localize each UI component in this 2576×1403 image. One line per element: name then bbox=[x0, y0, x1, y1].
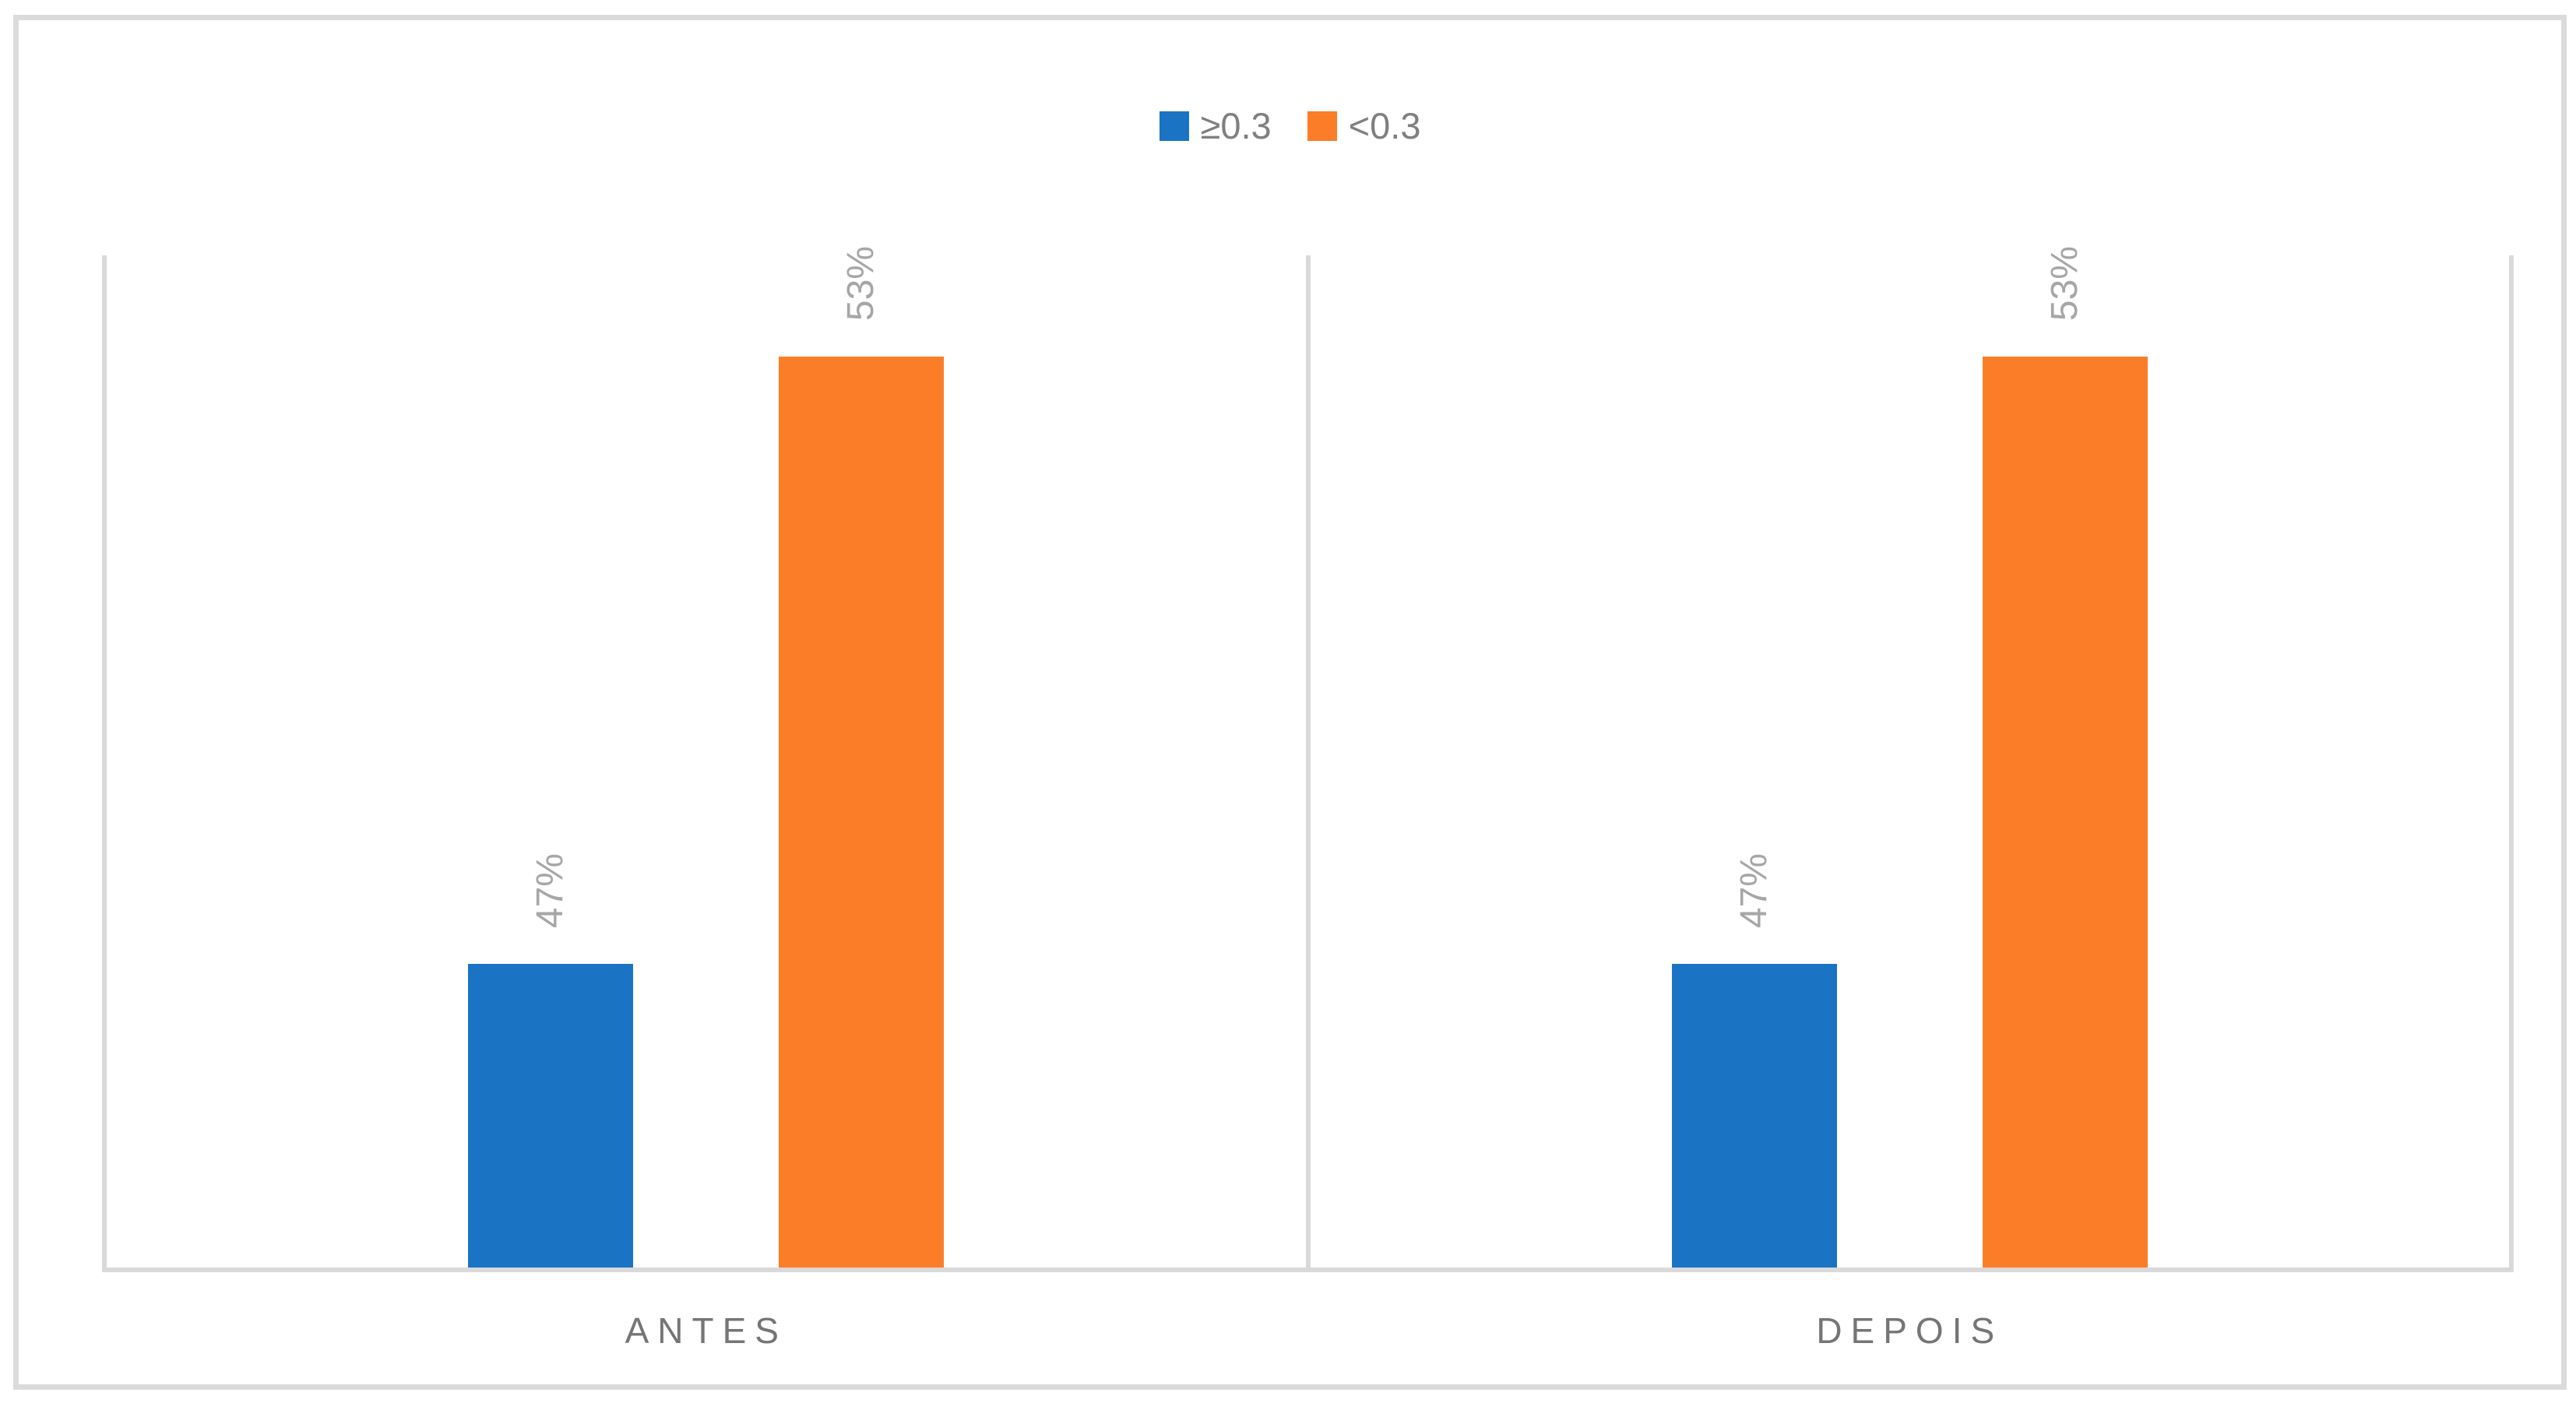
data-label: 53% bbox=[2043, 245, 2085, 321]
bar-group-depois: 47% 53% bbox=[1308, 246, 2512, 1268]
legend-swatch-icon bbox=[1159, 111, 1189, 141]
category-label-depois: DEPOIS bbox=[1816, 1310, 2004, 1351]
legend-swatch-icon bbox=[1307, 111, 1337, 141]
data-label: 47% bbox=[530, 853, 572, 928]
legend-item-0-3: <0.3 bbox=[1307, 105, 1421, 146]
data-label: 47% bbox=[1733, 853, 1775, 928]
category-label-antes: ANTES bbox=[625, 1310, 787, 1351]
bars-layer: 47% 53% 47% 53% bbox=[104, 246, 2512, 1268]
category-axis: ANTES DEPOIS bbox=[104, 1310, 2511, 1352]
x-axis-line bbox=[102, 1268, 2514, 1272]
bar-depois-0-3: 47% bbox=[1671, 853, 1837, 1268]
category-boundary-line-middle bbox=[1305, 255, 1311, 1268]
plot-area: 47% 53% 47% 53% bbox=[102, 246, 2514, 1272]
chart-frame: ≥0.3 <0.3 47% 53% 47% 53% ANTES DEPOIS bbox=[13, 15, 2567, 1390]
legend-item-0-3: ≥0.3 bbox=[1159, 105, 1272, 146]
bar-depois-0-3: 53% bbox=[1982, 246, 2148, 1268]
legend-label: <0.3 bbox=[1348, 105, 1421, 146]
category-boundary-line-right bbox=[2509, 255, 2514, 1268]
category-boundary-line-left bbox=[102, 255, 107, 1268]
legend: ≥0.3 <0.3 bbox=[19, 106, 2561, 146]
bar-group-antes: 47% 53% bbox=[104, 246, 1308, 1268]
data-label: 53% bbox=[840, 245, 882, 321]
legend-label: ≥0.3 bbox=[1200, 105, 1272, 146]
bar-antes-0-3: 53% bbox=[779, 246, 945, 1268]
bar-antes-0-3: 47% bbox=[468, 853, 634, 1268]
